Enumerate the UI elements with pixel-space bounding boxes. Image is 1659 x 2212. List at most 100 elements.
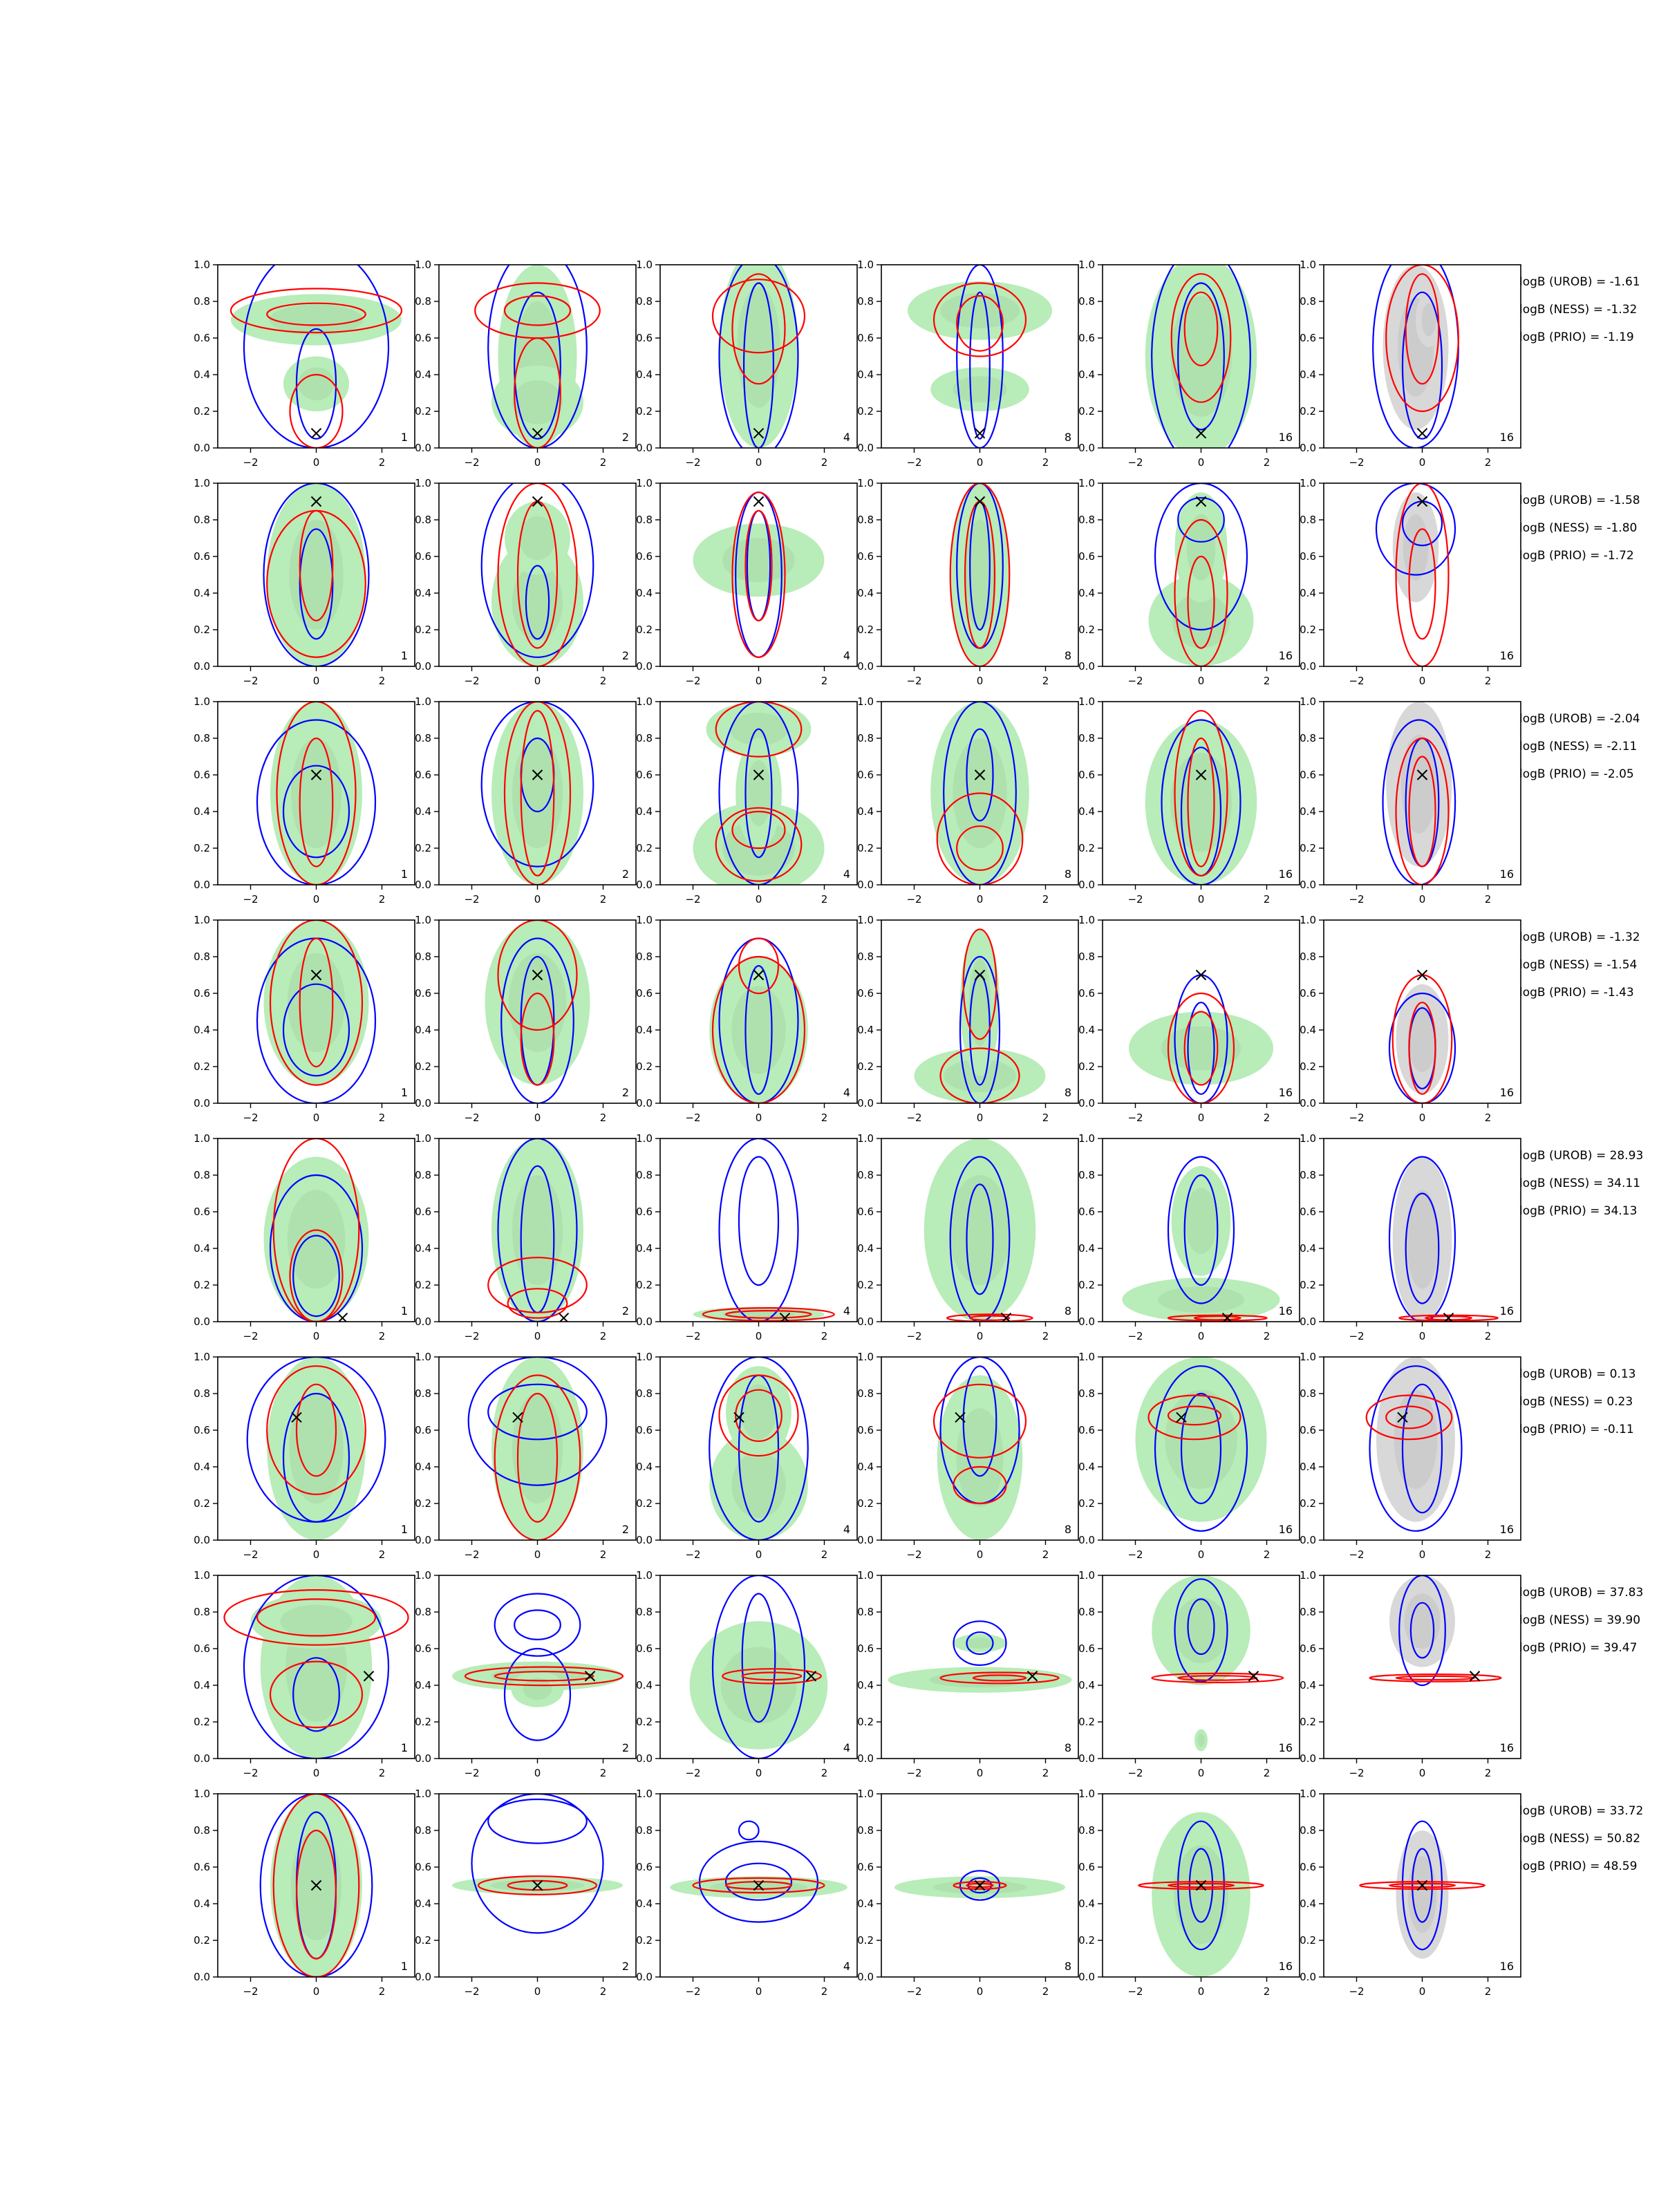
red-contour bbox=[1174, 518, 1228, 666]
y-tick-label: 0.8 bbox=[415, 514, 431, 526]
panel-r7-c2: −2 0 2 0.0 0.2 0.4 0.6 0.8 1.0 2 bbox=[415, 1569, 637, 1779]
gray-density-core bbox=[1421, 303, 1436, 337]
panel-contours bbox=[693, 491, 825, 658]
y-tick-label: 0.0 bbox=[857, 1752, 874, 1765]
y-tick-label: 0.4 bbox=[194, 368, 210, 381]
x-tick-label: 2 bbox=[379, 675, 386, 687]
panel-number-label: 1 bbox=[401, 1086, 408, 1099]
green-density-core bbox=[722, 538, 795, 583]
y-tick-label: 0.0 bbox=[1300, 1315, 1316, 1328]
x-tick-label: 2 bbox=[821, 456, 828, 469]
x-tick-label: −2 bbox=[243, 893, 258, 906]
x-tick-label: 2 bbox=[1485, 456, 1492, 469]
panel-r7-c6: −2 0 2 0.0 0.2 0.4 0.6 0.8 1.0 16 bbox=[1300, 1569, 1521, 1779]
logb-annotation: logB (UROB) = -2.04 bbox=[1519, 712, 1640, 726]
x-tick-label: −2 bbox=[243, 1548, 258, 1561]
y-tick-label: 0.6 bbox=[415, 1206, 431, 1218]
panel-contours bbox=[474, 265, 601, 448]
blue-contour bbox=[741, 1593, 776, 1723]
panel-contours bbox=[485, 920, 590, 1103]
y-tick-label: 0.0 bbox=[194, 879, 210, 891]
y-tick-label: 1.0 bbox=[857, 259, 874, 271]
axes-frame bbox=[881, 1575, 1079, 1759]
panel-contours bbox=[888, 1620, 1072, 1693]
panel-contours bbox=[1138, 1812, 1264, 1977]
blue-contour bbox=[1401, 1383, 1443, 1514]
panel-number-label: 1 bbox=[401, 431, 408, 444]
logb-annotation: logB (PRIO) = 39.47 bbox=[1519, 1641, 1637, 1655]
y-tick-label: 0.4 bbox=[415, 805, 431, 818]
y-tick-label: 0.6 bbox=[1300, 987, 1316, 1000]
panel-r6-c5: −2 0 2 0.0 0.2 0.4 0.6 0.8 1.0 16 bbox=[1078, 1351, 1300, 1561]
red-contour bbox=[266, 302, 366, 326]
y-tick-label: 0.2 bbox=[194, 1060, 210, 1073]
truth-marker bbox=[1176, 1412, 1187, 1423]
y-tick-label: 0.8 bbox=[1078, 950, 1095, 963]
y-tick-label: 0.0 bbox=[636, 442, 653, 454]
x-tick-label: 2 bbox=[1264, 893, 1271, 906]
panel-r3-c3: −2 0 2 0.0 0.2 0.4 0.6 0.8 1.0 4 bbox=[636, 695, 858, 906]
y-tick-label: 0.4 bbox=[415, 587, 431, 599]
y-tick-label: 0.0 bbox=[415, 1971, 431, 1983]
panel-number-label: 8 bbox=[1065, 1741, 1071, 1754]
y-tick-label: 0.4 bbox=[636, 587, 653, 599]
y-tick-label: 0.8 bbox=[194, 295, 210, 308]
panel-contours bbox=[932, 1357, 1027, 1540]
blue-contour bbox=[1412, 1848, 1433, 1923]
green-density-core bbox=[1157, 1286, 1245, 1313]
y-tick-label: 0.4 bbox=[857, 1679, 874, 1691]
panel-contours bbox=[693, 1138, 835, 1322]
y-tick-label: 0.8 bbox=[1078, 1169, 1095, 1181]
truth-marker bbox=[1248, 1671, 1259, 1682]
red-contour bbox=[497, 920, 578, 1031]
blue-contour bbox=[494, 1593, 581, 1657]
panel-r1-c6: −2 0 2 0.0 0.2 0.4 0.6 0.8 1.0 16 bbox=[1300, 259, 1521, 469]
y-tick-label: 1.0 bbox=[1078, 914, 1095, 926]
y-tick-label: 0.4 bbox=[857, 1242, 874, 1255]
logb-annotation: logB (UROB) = -1.58 bbox=[1519, 494, 1640, 507]
y-tick-label: 0.8 bbox=[1078, 1824, 1095, 1837]
red-contour bbox=[722, 1668, 822, 1685]
x-tick-label: −2 bbox=[1349, 893, 1364, 906]
y-tick-label: 0.2 bbox=[194, 624, 210, 636]
truth-marker bbox=[805, 1671, 817, 1682]
red-contour bbox=[1395, 1675, 1476, 1681]
blue-contour bbox=[295, 328, 337, 440]
y-tick-label: 0.8 bbox=[194, 1606, 210, 1618]
panel-contours bbox=[1372, 265, 1459, 448]
x-tick-label: 0 bbox=[977, 1548, 984, 1561]
x-tick-label: 2 bbox=[821, 675, 828, 687]
y-tick-label: 0.4 bbox=[1078, 805, 1095, 818]
x-tick-label: 2 bbox=[1042, 456, 1049, 469]
x-tick-label: 2 bbox=[600, 1985, 607, 1998]
y-tick-label: 0.2 bbox=[1300, 1716, 1316, 1728]
panel-contours bbox=[693, 702, 825, 885]
y-tick-label: 0.0 bbox=[415, 442, 431, 454]
x-tick-label: 2 bbox=[1042, 1985, 1049, 1998]
panel-contours bbox=[452, 1593, 624, 1741]
y-tick-label: 1.0 bbox=[415, 477, 431, 489]
logb-annotation: logB (UROB) = -1.61 bbox=[1519, 275, 1640, 289]
y-tick-label: 0.6 bbox=[857, 332, 874, 344]
y-tick-label: 1.0 bbox=[636, 1569, 653, 1582]
x-tick-label: −2 bbox=[685, 456, 700, 469]
blue-contour bbox=[959, 955, 1001, 1103]
y-tick-label: 1.0 bbox=[1300, 914, 1316, 926]
green-density-core bbox=[1170, 296, 1232, 417]
red-contour bbox=[497, 483, 578, 666]
blue-contour bbox=[514, 1609, 561, 1640]
blue-contour bbox=[1187, 1598, 1215, 1656]
y-tick-label: 1.0 bbox=[194, 695, 210, 708]
panel-r6-c6: −2 0 2 0.0 0.2 0.4 0.6 0.8 1.0 16 bbox=[1300, 1351, 1521, 1561]
red-contour bbox=[464, 1666, 624, 1687]
x-tick-label: 2 bbox=[1264, 1330, 1271, 1342]
red-contour bbox=[1187, 737, 1215, 868]
panel-number-label: 8 bbox=[1065, 649, 1071, 662]
y-tick-label: 0.6 bbox=[1078, 769, 1095, 781]
y-tick-label: 0.6 bbox=[415, 1861, 431, 1873]
red-contour bbox=[724, 1881, 793, 1890]
panel-number-label: 16 bbox=[1279, 868, 1293, 881]
y-tick-label: 0.6 bbox=[857, 769, 874, 781]
blue-contour bbox=[1177, 497, 1225, 543]
y-tick-label: 0.6 bbox=[1078, 1861, 1095, 1873]
